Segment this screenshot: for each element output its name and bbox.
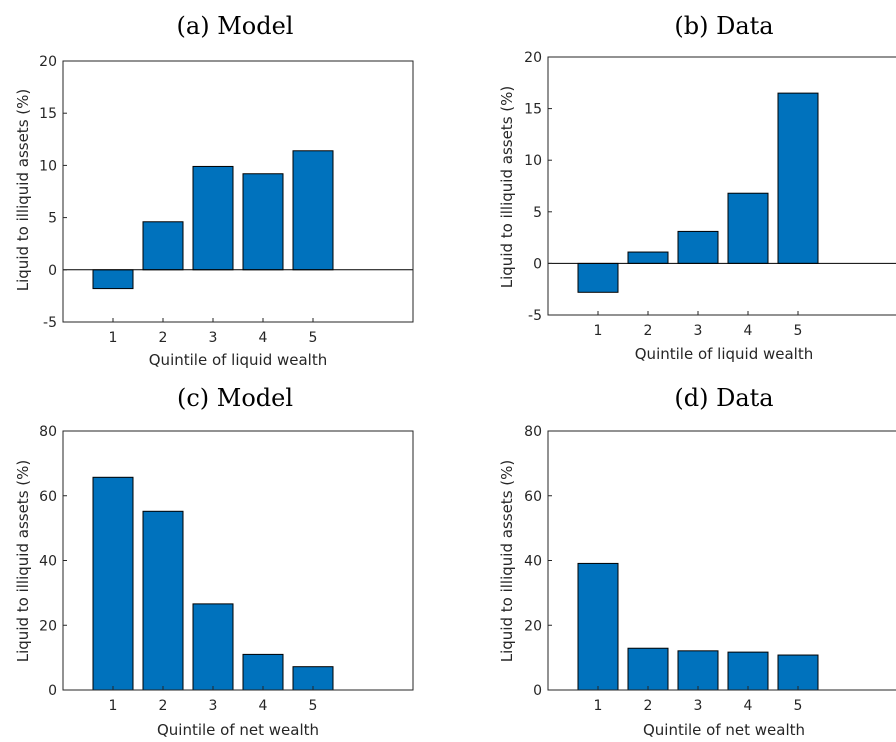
panel-c: (c) Model Liquid to illiquid assets (%) …	[14, 384, 414, 739]
y-tick-label: 60	[524, 489, 542, 505]
panel-title: (d) Data	[674, 384, 773, 412]
y-tick-label: 15	[524, 102, 542, 118]
x-tick-label: 4	[259, 330, 268, 346]
y-tick-label: 20	[524, 618, 542, 634]
bar	[92, 476, 134, 691]
y-tick-label: 20	[524, 50, 542, 66]
x-tick-label: 1	[594, 698, 603, 714]
x-tick-label: 3	[209, 330, 218, 346]
axes-box	[547, 56, 896, 316]
bar	[627, 647, 669, 691]
y-tick-label: 15	[39, 106, 57, 122]
y-tick-label: 80	[39, 424, 57, 440]
y-tick-label: -5	[528, 308, 542, 324]
x-tick-label: 2	[159, 698, 168, 714]
bar	[677, 230, 719, 264]
y-axis-label: Liquid to illiquid assets (%)	[14, 89, 32, 291]
x-axis-label: Quintile of net wealth	[157, 721, 319, 739]
x-tick-label: 3	[694, 323, 703, 339]
panel-title: (c) Model	[177, 384, 293, 412]
bar	[142, 221, 184, 271]
x-tick-label: 2	[644, 323, 653, 339]
panel-title: (b) Data	[674, 12, 773, 40]
bar	[192, 603, 234, 691]
x-tick-label: 5	[309, 330, 318, 346]
x-tick-label: 3	[694, 698, 703, 714]
x-tick-label: 5	[794, 698, 803, 714]
y-tick-label: 0	[533, 683, 542, 699]
plot-area: -5 0 5 10 15 20 1 2 3 4 5	[524, 50, 896, 339]
bar	[677, 650, 719, 691]
x-axis-label: Quintile of liquid wealth	[635, 345, 814, 363]
x-tick-label: 2	[644, 698, 653, 714]
bar	[577, 562, 619, 691]
x-tick-label: 4	[259, 698, 268, 714]
x-tick-label: 5	[794, 323, 803, 339]
y-tick-label: 20	[39, 54, 57, 70]
x-tick-label: 2	[159, 330, 168, 346]
y-axis-label: Liquid to illiquid assets (%)	[498, 460, 516, 662]
x-tick-label: 4	[744, 323, 753, 339]
x-tick-label: 5	[309, 698, 318, 714]
y-tick-label: 5	[533, 205, 542, 221]
bar	[242, 173, 284, 271]
axes-box	[62, 60, 414, 323]
y-tick-label: 80	[524, 424, 542, 440]
y-tick-label: 20	[39, 618, 57, 634]
x-axis-label: Quintile of liquid wealth	[149, 351, 328, 369]
bar	[577, 262, 619, 293]
bar	[777, 654, 819, 691]
y-tick-label: 0	[533, 256, 542, 272]
plot-area: -5 0 5 10 15 20 1 2 3 4 5	[39, 54, 414, 346]
bar	[142, 510, 184, 691]
panel-a: (a) Model Liquid to illiquid assets (%) …	[14, 12, 414, 369]
x-tick-label: 1	[594, 323, 603, 339]
bar	[627, 251, 669, 264]
bar	[292, 150, 334, 271]
y-tick-label: 60	[39, 489, 57, 505]
x-tick-label: 1	[109, 330, 118, 346]
y-tick-label: 0	[48, 263, 57, 279]
bar	[242, 653, 284, 691]
x-tick-label: 1	[109, 698, 118, 714]
x-tick-label: 4	[744, 698, 753, 714]
bar	[727, 651, 769, 691]
bar	[192, 165, 234, 271]
panel-title: (a) Model	[177, 12, 294, 40]
y-tick-label: 40	[524, 554, 542, 570]
bar	[727, 192, 769, 264]
y-tick-label: -5	[43, 315, 57, 331]
plot-area: 0 20 40 60 80 1 2 3 4 5	[39, 424, 414, 714]
panel-b: (b) Data Liquid to illiquid assets (%) Q…	[498, 12, 896, 363]
y-axis-label: Liquid to illiquid assets (%)	[498, 86, 516, 288]
y-tick-label: 5	[48, 211, 57, 227]
x-axis-label: Quintile of net wealth	[643, 721, 805, 739]
bar	[777, 92, 819, 264]
y-tick-label: 40	[39, 554, 57, 570]
y-axis-label: Liquid to illiquid assets (%)	[14, 460, 32, 662]
y-tick-label: 10	[524, 153, 542, 169]
y-tick-label: 0	[48, 683, 57, 699]
bar	[92, 269, 134, 290]
y-tick-label: 10	[39, 158, 57, 174]
plot-area: 0 20 40 60 80 1 2 3 4 5	[524, 424, 896, 714]
x-tick-label: 3	[209, 698, 218, 714]
panel-d: (d) Data Liquid to illiquid assets (%) Q…	[498, 384, 896, 739]
